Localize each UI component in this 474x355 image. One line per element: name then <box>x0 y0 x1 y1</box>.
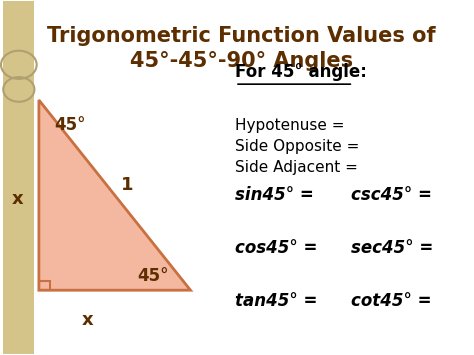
Text: 45°: 45° <box>55 116 86 134</box>
Polygon shape <box>39 100 191 290</box>
Text: cot45° =: cot45° = <box>351 292 431 310</box>
Text: For 45° angle:: For 45° angle: <box>235 63 367 81</box>
Text: tan45° =: tan45° = <box>235 292 318 310</box>
Text: sec45° =: sec45° = <box>351 239 433 257</box>
Text: sin45° =: sin45° = <box>235 186 314 204</box>
Text: Trigonometric Function Values of
45°-45°-90° Angles: Trigonometric Function Values of 45°-45°… <box>47 26 436 71</box>
Text: Hypotenuse =
Side Opposite =
Side Adjacent =: Hypotenuse = Side Opposite = Side Adjace… <box>235 118 359 175</box>
Text: 1: 1 <box>121 175 134 193</box>
Text: cos45° =: cos45° = <box>235 239 318 257</box>
Bar <box>3 1 35 354</box>
Text: x: x <box>82 311 94 329</box>
Text: csc45° =: csc45° = <box>351 186 432 204</box>
Bar <box>39 282 50 290</box>
Text: 45°: 45° <box>137 267 168 285</box>
Text: x: x <box>12 190 23 208</box>
